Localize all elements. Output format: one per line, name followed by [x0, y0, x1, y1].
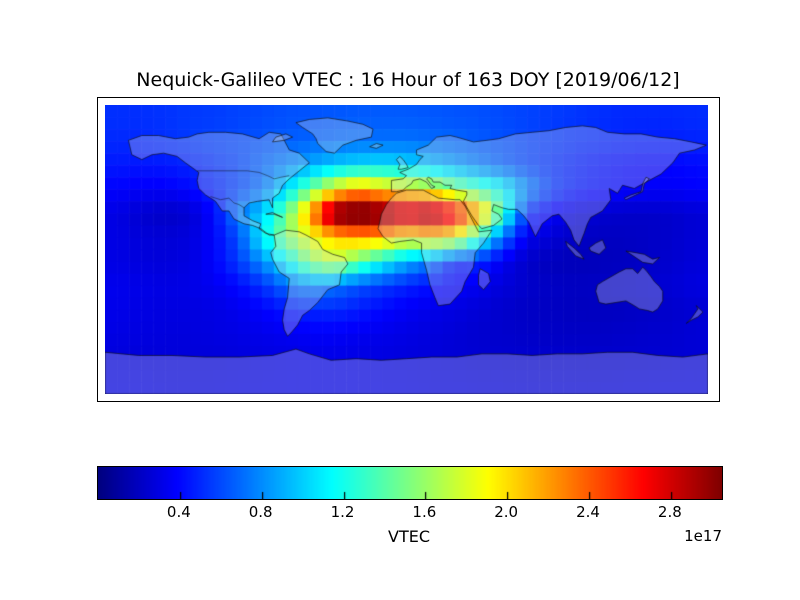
colorbar-frame [97, 466, 723, 500]
colorbar-tick-label: 2.0 [494, 503, 519, 521]
colorbar-offset-label: 1e17 [684, 527, 722, 545]
colorbar-tick-label: 0.8 [248, 503, 273, 521]
colorbar-gradient-canvas [98, 467, 722, 499]
colorbar-tick-label: 0.4 [166, 503, 191, 521]
map-axes-frame [97, 97, 720, 402]
colorbar-tick-label: 2.4 [576, 503, 600, 521]
vtec-heatmap-canvas [105, 105, 708, 394]
colorbar-tick-label: 1.2 [330, 503, 355, 521]
colorbar-tick-label: 1.6 [412, 503, 437, 521]
colorbar-label: VTEC [388, 527, 430, 546]
colorbar-tick-label: 2.8 [657, 503, 682, 521]
chart-title: Nequick-Galileo VTEC : 16 Hour of 163 DO… [136, 69, 680, 91]
